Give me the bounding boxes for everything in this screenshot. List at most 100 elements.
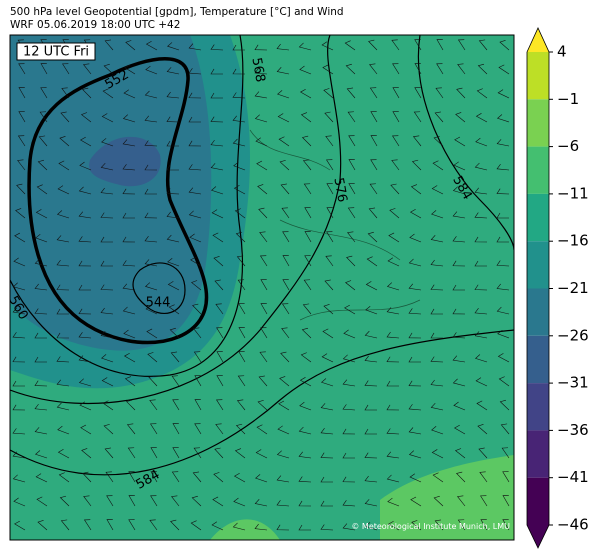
barb: [303, 279, 312, 291]
colorbar-tick-label: −46: [557, 516, 589, 534]
barb: [432, 472, 444, 483]
barb: [430, 356, 444, 363]
barb: [210, 68, 224, 75]
barb: [215, 399, 224, 411]
barb: [37, 159, 48, 171]
barb: [254, 499, 268, 507]
barb: [12, 282, 26, 291]
barb: [276, 450, 290, 459]
barb: [82, 63, 92, 75]
barb: [347, 207, 356, 219]
barb: [281, 207, 290, 219]
barb: [496, 114, 510, 123]
barb: [60, 519, 70, 531]
barb: [14, 232, 26, 243]
barb: [343, 329, 356, 339]
barb: [276, 500, 290, 507]
barb: [78, 260, 92, 267]
title: 500 hPa level Geopotential [gpdm], Tempe…: [10, 6, 344, 18]
barb: [102, 400, 114, 411]
barb: [298, 524, 312, 531]
barb: [170, 351, 180, 363]
barb: [100, 162, 114, 171]
barb: [278, 136, 290, 147]
barb: [233, 472, 246, 483]
barb: [144, 90, 158, 99]
barb: [452, 186, 466, 195]
barb: [144, 212, 158, 219]
barb: [78, 332, 92, 339]
barb: [194, 423, 202, 435]
barb: [408, 332, 422, 339]
barb: [216, 351, 224, 363]
barb: [232, 115, 246, 123]
barb: [13, 257, 26, 267]
barb: [387, 497, 400, 507]
barb: [452, 211, 466, 219]
barb: [61, 87, 70, 99]
barb: [167, 281, 180, 291]
barb: [105, 471, 114, 483]
barb: [342, 452, 356, 459]
barb: [386, 428, 400, 435]
barb: [192, 303, 202, 315]
barb: [344, 40, 356, 51]
barb: [172, 447, 180, 459]
colorbar-band: [527, 430, 549, 478]
barb: [34, 450, 48, 459]
barb: [299, 65, 312, 75]
barb: [59, 136, 70, 147]
barb: [409, 473, 422, 483]
barb: [431, 210, 444, 219]
barb: [367, 231, 378, 243]
barb: [325, 135, 334, 147]
barb: [62, 63, 70, 75]
barb: [387, 257, 400, 267]
barb: [58, 160, 70, 171]
barb: [216, 327, 224, 339]
barb: [214, 447, 224, 459]
barb: [193, 351, 202, 363]
barb: [386, 451, 400, 459]
barb: [106, 519, 114, 531]
barb: [150, 471, 158, 483]
barb: [12, 404, 26, 411]
barb: [258, 375, 268, 387]
barb: [34, 403, 48, 411]
barb: [125, 40, 136, 51]
barb: [302, 303, 312, 315]
colorbar: 4 −1 −6 −11 −16 −21 −26 −31 −36 −41 −46: [526, 27, 589, 549]
barb: [475, 377, 488, 387]
barb: [100, 187, 114, 195]
barb: [82, 471, 92, 483]
barb: [81, 448, 92, 459]
barb: [237, 279, 246, 291]
barb: [78, 378, 92, 387]
barb: [277, 90, 290, 99]
barb: [169, 327, 180, 339]
barb: [364, 475, 378, 483]
colorbar-extend: [527, 525, 549, 548]
barb: [12, 356, 26, 363]
barb: [102, 88, 114, 99]
credit: © Meteorological Institute Munich, LMU: [351, 522, 510, 531]
barb: [365, 281, 378, 291]
barb: [502, 495, 510, 507]
barb: [474, 331, 488, 339]
colorbar-tick-label: −11: [557, 184, 589, 202]
barb: [16, 183, 26, 195]
barb: [456, 495, 466, 507]
barb: [78, 236, 92, 243]
barb: [232, 44, 246, 51]
barb: [34, 258, 48, 267]
barb: [304, 255, 312, 267]
barb: [342, 354, 356, 363]
barb: [452, 308, 466, 315]
barb: [431, 185, 444, 195]
colorbar-band: [527, 99, 549, 147]
barb: [166, 211, 180, 219]
barb: [479, 471, 488, 483]
barb: [322, 328, 334, 339]
barb: [106, 495, 114, 507]
barb: [320, 378, 334, 387]
